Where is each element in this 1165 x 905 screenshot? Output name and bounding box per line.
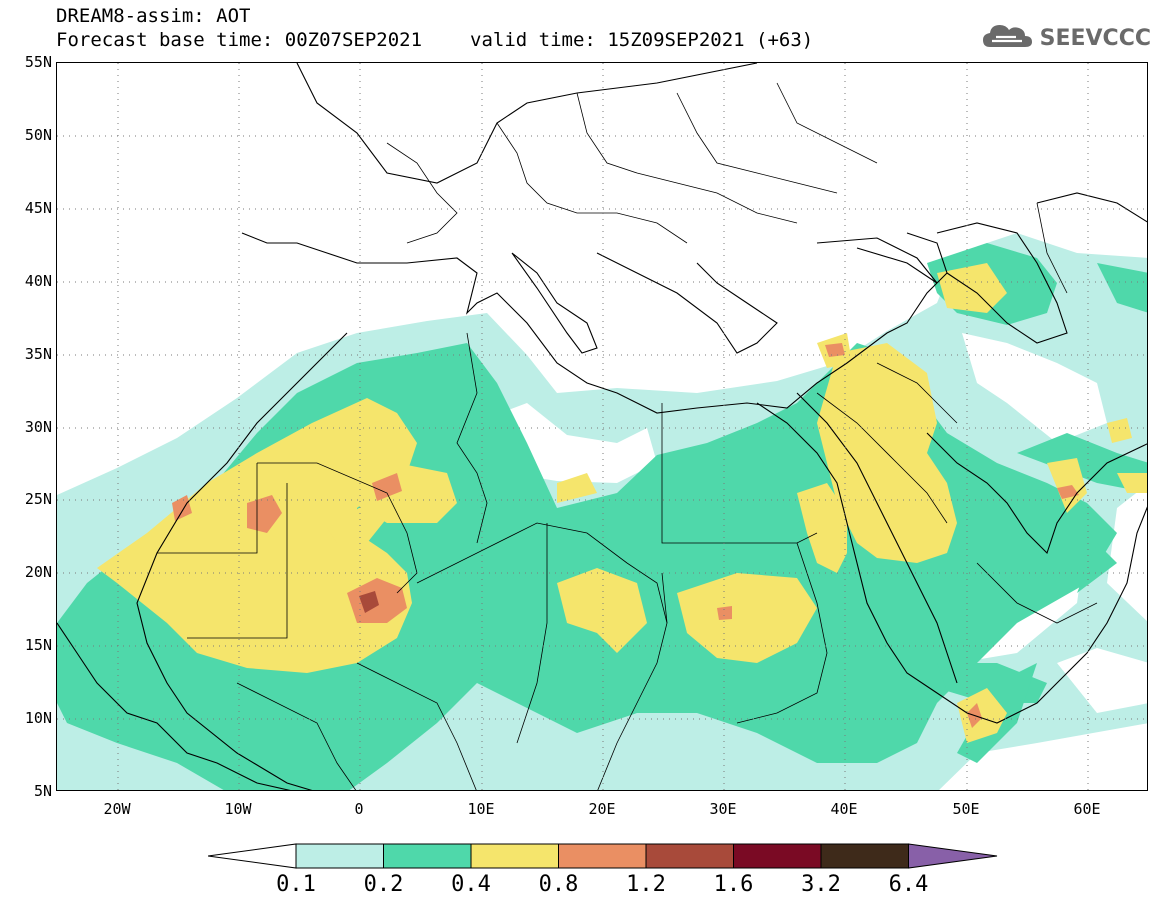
colorbar-bin-3-2	[820, 843, 909, 869]
coastlines	[57, 63, 1147, 790]
colorbar-label-6-4: 6.4	[888, 872, 929, 897]
lat-label-15n: 15N	[24, 636, 52, 654]
lon-label-50e: 50E	[952, 800, 980, 818]
colorbar-low-arrow	[207, 843, 297, 869]
lon-label-40e: 40E	[830, 800, 858, 818]
colorbar-bin-0-2	[383, 843, 472, 869]
lon-label-0: 0	[354, 800, 364, 818]
lat-label-40n: 40N	[24, 272, 52, 290]
lat-label-10n: 10N	[24, 709, 52, 727]
colorbar-label-0-8: 0.8	[538, 872, 579, 897]
lat-label-55n: 55N	[24, 53, 52, 71]
aot-field-0-8	[172, 343, 1079, 728]
map-title: DREAM8-assim: AOT	[56, 5, 251, 27]
aot-map	[56, 62, 1148, 791]
valid-time: valid time: 15Z09SEP2021 (+63)	[470, 29, 814, 51]
aot-field-1-2	[359, 591, 379, 613]
colorbar-label-3-2: 3.2	[801, 872, 841, 897]
lat-label-20n: 20N	[24, 563, 52, 581]
lon-label-60e: 60E	[1073, 800, 1101, 818]
lat-label-50n: 50N	[24, 126, 52, 144]
lon-label-20e: 20E	[588, 800, 616, 818]
colorbar-bin-0-1	[295, 843, 384, 869]
grid-lines	[57, 63, 1147, 790]
lat-label-45n: 45N	[24, 199, 52, 217]
seevccc-logo: SEEVCCC	[982, 20, 1151, 56]
aot-colorbar	[207, 842, 998, 870]
colorbar-bin-1-6	[733, 843, 822, 869]
lat-label-30n: 30N	[24, 418, 52, 436]
colorbar-bin-0-8	[558, 843, 647, 869]
lat-label-5n: 5N	[33, 782, 52, 800]
lat-label-35n: 35N	[24, 345, 52, 363]
colorbar-bin-1-2	[645, 843, 734, 869]
cloud-icon	[982, 21, 1034, 55]
map-subtitle: Forecast base time: 00Z07SEP2021 valid ti…	[56, 30, 813, 50]
colorbar-label-0-2: 0.2	[363, 872, 404, 897]
colorbar-bin-0-4	[470, 843, 559, 869]
colorbar-label-0-1: 0.1	[276, 872, 316, 897]
colorbar-high-arrow	[908, 843, 998, 869]
country-borders	[157, 82, 1098, 790]
colorbar-label-1-2: 1.2	[626, 872, 666, 897]
lat-label-25n: 25N	[24, 490, 52, 508]
lon-label-30e: 30E	[709, 800, 737, 818]
colorbar-label-1-6: 1.6	[713, 872, 754, 897]
lon-label-20w: 20W	[103, 800, 131, 818]
lon-label-10w: 10W	[224, 800, 252, 818]
colorbar-label-0-4: 0.4	[451, 872, 491, 897]
lon-label-10e: 10E	[467, 800, 495, 818]
logo-text: SEEVCCC	[1039, 25, 1151, 51]
forecast-base-time: Forecast base time: 00Z07SEP2021	[56, 29, 423, 51]
